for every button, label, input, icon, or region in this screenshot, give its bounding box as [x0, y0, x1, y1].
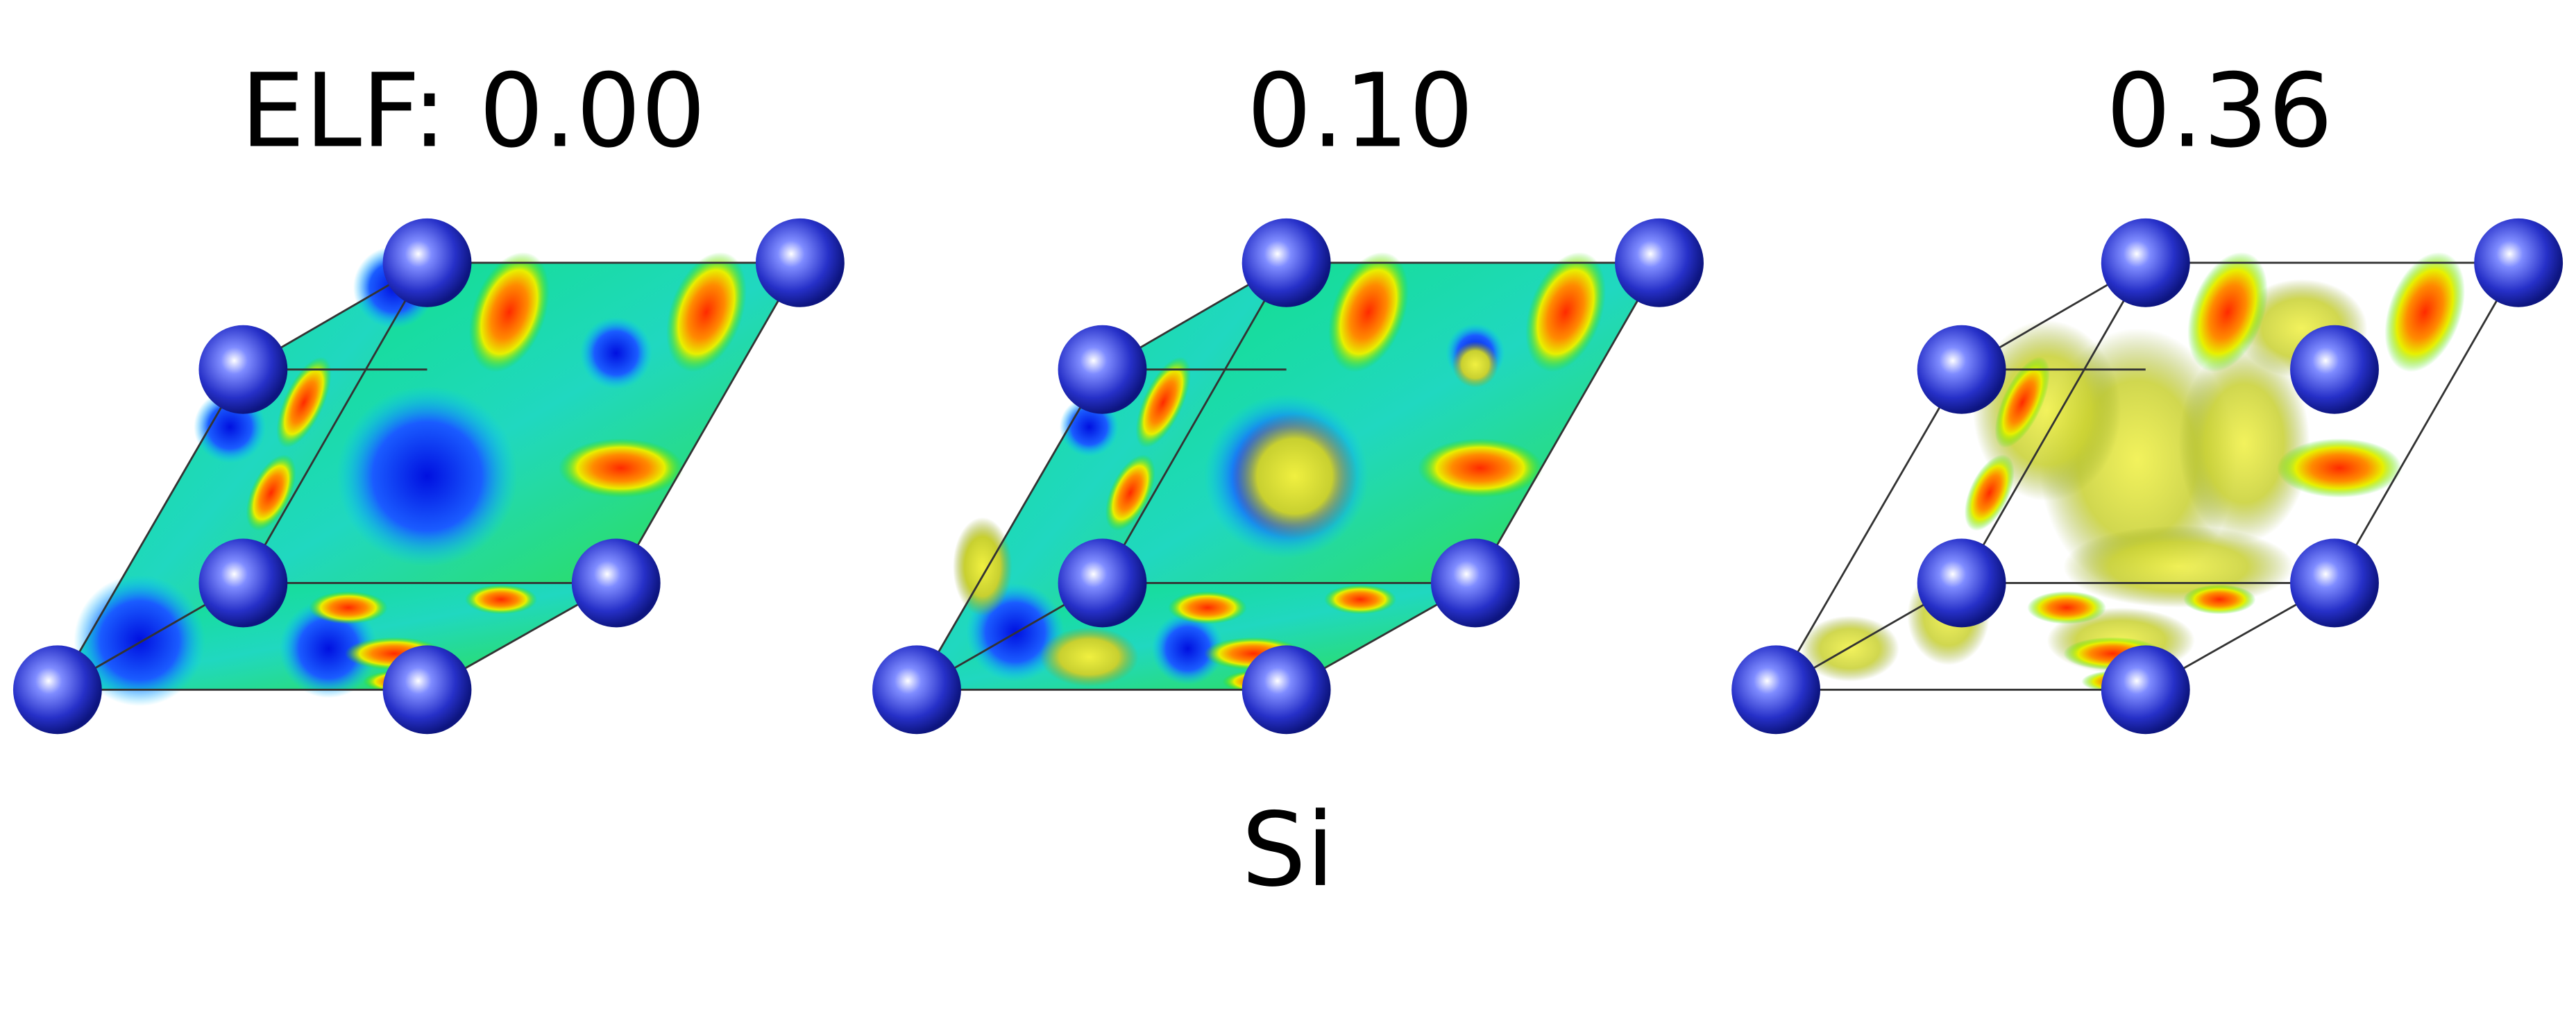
isosurface	[1040, 627, 1139, 687]
cell-edge	[242, 262, 428, 584]
si-atom	[872, 645, 961, 735]
low-region	[279, 599, 378, 699]
structure-panel	[12, 218, 845, 735]
high-region	[464, 584, 538, 615]
cell-edge	[1774, 368, 1963, 691]
si-atom	[2101, 218, 2190, 307]
si-atom	[2101, 645, 2190, 735]
low-region	[337, 386, 518, 567]
cell-edge	[1960, 262, 2146, 584]
cell-edge	[915, 368, 1103, 691]
high-region	[1324, 584, 1397, 615]
si-atom	[1242, 645, 1331, 735]
high-region	[469, 252, 550, 373]
high-region	[1135, 357, 1191, 448]
isosurface	[1232, 413, 1357, 539]
cell-edge	[1101, 262, 1287, 584]
si-atom	[755, 218, 845, 307]
high-region	[246, 454, 296, 531]
si-atom	[2290, 538, 2379, 628]
high-region	[2187, 252, 2268, 373]
cell-edge	[1474, 262, 1661, 584]
high-region	[2027, 591, 2106, 624]
cell-edge	[615, 262, 802, 584]
low-region	[1151, 613, 1224, 685]
high-region	[1964, 454, 2015, 531]
si-atom	[382, 218, 472, 307]
high-region	[309, 591, 388, 624]
cell-edge	[2333, 262, 2520, 584]
element-label: Si	[1242, 791, 1334, 909]
si-atom	[198, 538, 288, 628]
high-region	[2384, 252, 2466, 373]
si-atom	[198, 325, 288, 414]
high-region	[2277, 438, 2403, 498]
high-region	[1418, 438, 1543, 498]
isosurface	[953, 517, 1012, 616]
high-region	[558, 438, 684, 498]
high-region	[1328, 252, 1409, 373]
si-atom	[1917, 538, 2006, 628]
si-atom	[1058, 325, 1147, 414]
structure-panel	[872, 218, 1704, 735]
panel-label: ELF: 0.00	[241, 52, 706, 171]
high-region	[666, 252, 747, 373]
si-atom	[382, 645, 472, 735]
structure-panel	[1731, 218, 2564, 735]
high-region	[2183, 584, 2256, 615]
panel-label: 0.10	[1247, 52, 1474, 171]
si-atom	[1731, 645, 1821, 735]
si-atom	[12, 645, 102, 735]
isosurface	[1452, 341, 1499, 388]
high-region	[1525, 252, 1606, 373]
si-atom	[1058, 538, 1147, 628]
isosurface	[1973, 320, 2121, 502]
high-region	[1994, 357, 2050, 448]
si-atom	[1242, 218, 1331, 307]
si-atom	[1430, 538, 1520, 628]
si-atom	[1917, 325, 2006, 414]
isosurface	[2178, 345, 2310, 542]
low-region	[579, 316, 652, 390]
high-region	[1168, 591, 1247, 624]
cell-edge	[56, 368, 244, 691]
high-region	[276, 357, 332, 448]
si-atom	[1615, 218, 1704, 307]
high-region	[1105, 454, 1155, 531]
isosurface	[2063, 525, 2294, 608]
si-atom	[2290, 325, 2379, 414]
low-region	[74, 574, 205, 706]
si-atom	[2474, 218, 2564, 307]
panel-label: 0.36	[2106, 52, 2333, 171]
si-atom	[571, 538, 661, 628]
